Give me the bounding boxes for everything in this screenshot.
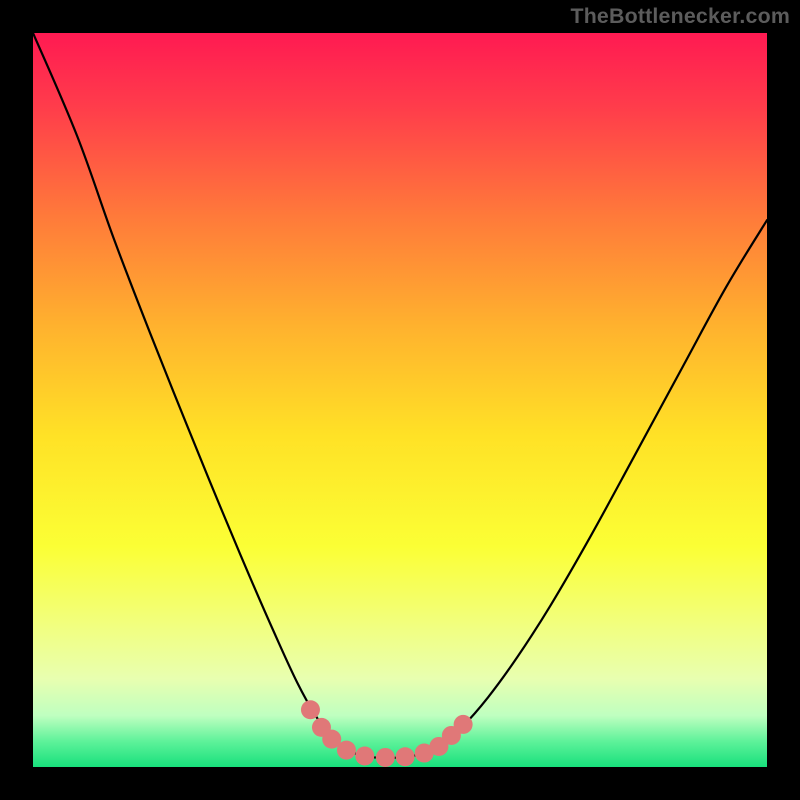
data-marker	[454, 715, 473, 734]
data-marker	[396, 747, 415, 766]
data-marker	[355, 746, 374, 765]
chart-svg	[0, 0, 800, 800]
watermark-text: TheBottlenecker.com	[570, 4, 790, 29]
data-marker	[337, 741, 356, 760]
data-marker	[301, 700, 320, 719]
plot-background	[33, 33, 767, 767]
chart-frame: TheBottlenecker.com	[0, 0, 800, 800]
data-marker	[376, 748, 395, 767]
